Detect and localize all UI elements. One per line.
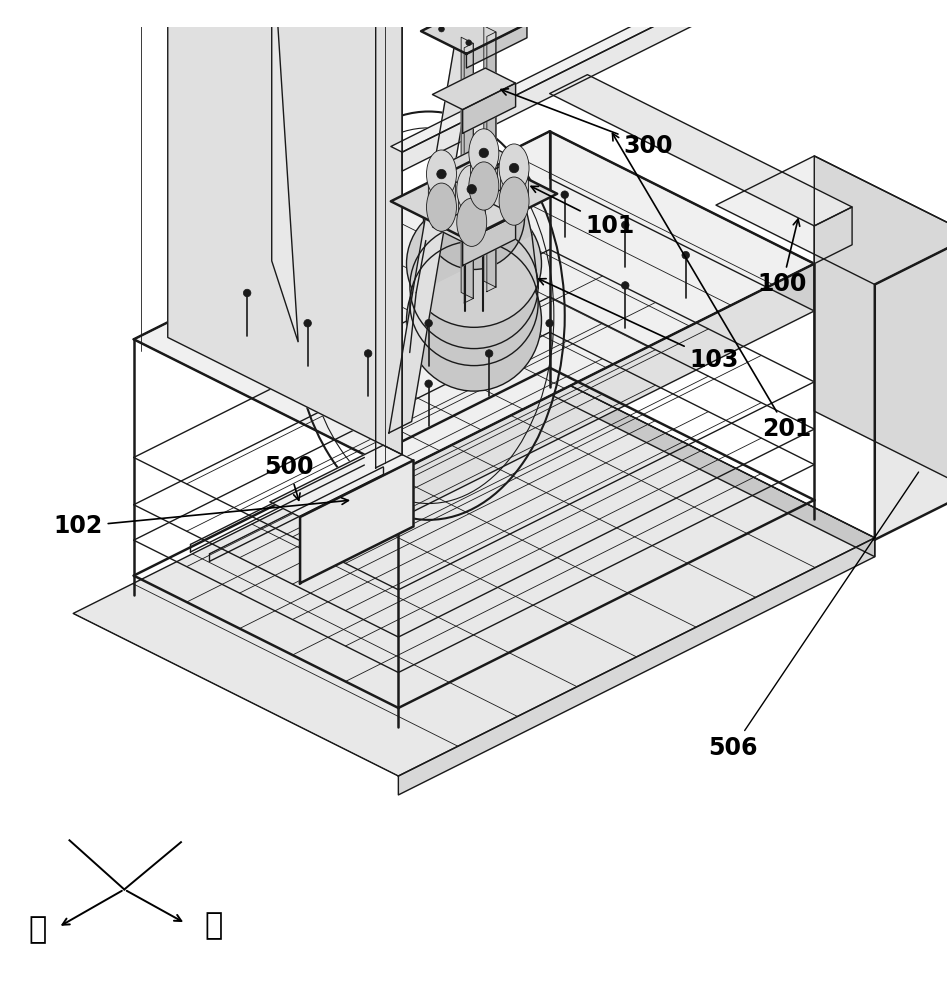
Polygon shape (465, 43, 473, 303)
Polygon shape (134, 131, 814, 472)
Text: 201: 201 (612, 133, 811, 441)
Ellipse shape (469, 162, 499, 210)
Text: 100: 100 (757, 219, 807, 296)
Polygon shape (301, 460, 413, 583)
Circle shape (479, 148, 488, 158)
Circle shape (437, 169, 447, 179)
Circle shape (485, 350, 493, 357)
Polygon shape (421, 1, 527, 54)
Text: 506: 506 (708, 472, 919, 760)
Circle shape (439, 26, 445, 32)
Circle shape (622, 221, 629, 229)
Polygon shape (814, 207, 852, 264)
Text: 左: 左 (28, 916, 46, 945)
Circle shape (244, 289, 251, 297)
Circle shape (304, 319, 312, 327)
Polygon shape (410, 235, 538, 353)
Ellipse shape (457, 198, 486, 246)
Polygon shape (402, 0, 837, 171)
Polygon shape (73, 375, 875, 776)
Circle shape (501, 161, 508, 168)
Circle shape (425, 319, 432, 327)
Polygon shape (466, 24, 527, 68)
Ellipse shape (407, 200, 541, 327)
Polygon shape (432, 68, 516, 110)
Text: 500: 500 (264, 455, 314, 500)
Polygon shape (389, 0, 502, 433)
Polygon shape (432, 200, 516, 242)
Polygon shape (391, 0, 837, 152)
Circle shape (682, 251, 689, 259)
Circle shape (425, 380, 432, 388)
Polygon shape (550, 375, 875, 557)
Polygon shape (470, 146, 498, 193)
Polygon shape (432, 144, 516, 185)
Text: 101: 101 (531, 186, 635, 238)
Polygon shape (483, 26, 496, 287)
Polygon shape (875, 235, 948, 540)
Ellipse shape (499, 177, 529, 225)
Circle shape (622, 282, 629, 289)
Polygon shape (814, 156, 948, 491)
Polygon shape (501, 161, 528, 208)
Circle shape (503, 21, 509, 27)
Ellipse shape (427, 150, 456, 198)
Polygon shape (168, 0, 402, 455)
Ellipse shape (427, 183, 456, 231)
Polygon shape (398, 538, 875, 795)
Polygon shape (458, 182, 485, 229)
Polygon shape (716, 156, 948, 284)
Circle shape (509, 163, 519, 173)
Polygon shape (398, 264, 814, 519)
Ellipse shape (499, 144, 529, 192)
Polygon shape (428, 167, 455, 214)
Text: 前: 前 (205, 911, 223, 940)
Polygon shape (463, 215, 516, 266)
Polygon shape (416, 192, 532, 293)
Circle shape (477, 7, 483, 13)
Ellipse shape (469, 129, 499, 177)
Polygon shape (461, 37, 473, 298)
Ellipse shape (457, 165, 486, 213)
Polygon shape (391, 156, 557, 239)
Polygon shape (550, 131, 814, 311)
Text: 103: 103 (538, 279, 738, 372)
Ellipse shape (424, 163, 524, 269)
Polygon shape (487, 32, 496, 292)
Circle shape (465, 40, 471, 46)
Ellipse shape (407, 250, 541, 391)
Polygon shape (463, 159, 516, 209)
Circle shape (546, 319, 554, 327)
Circle shape (561, 191, 569, 198)
Polygon shape (270, 445, 413, 517)
Polygon shape (463, 83, 516, 133)
Text: 102: 102 (53, 498, 348, 538)
Polygon shape (272, 0, 299, 342)
Text: 300: 300 (501, 89, 673, 158)
Polygon shape (550, 75, 852, 226)
Circle shape (364, 350, 372, 357)
Polygon shape (375, 0, 402, 468)
Circle shape (467, 184, 477, 194)
